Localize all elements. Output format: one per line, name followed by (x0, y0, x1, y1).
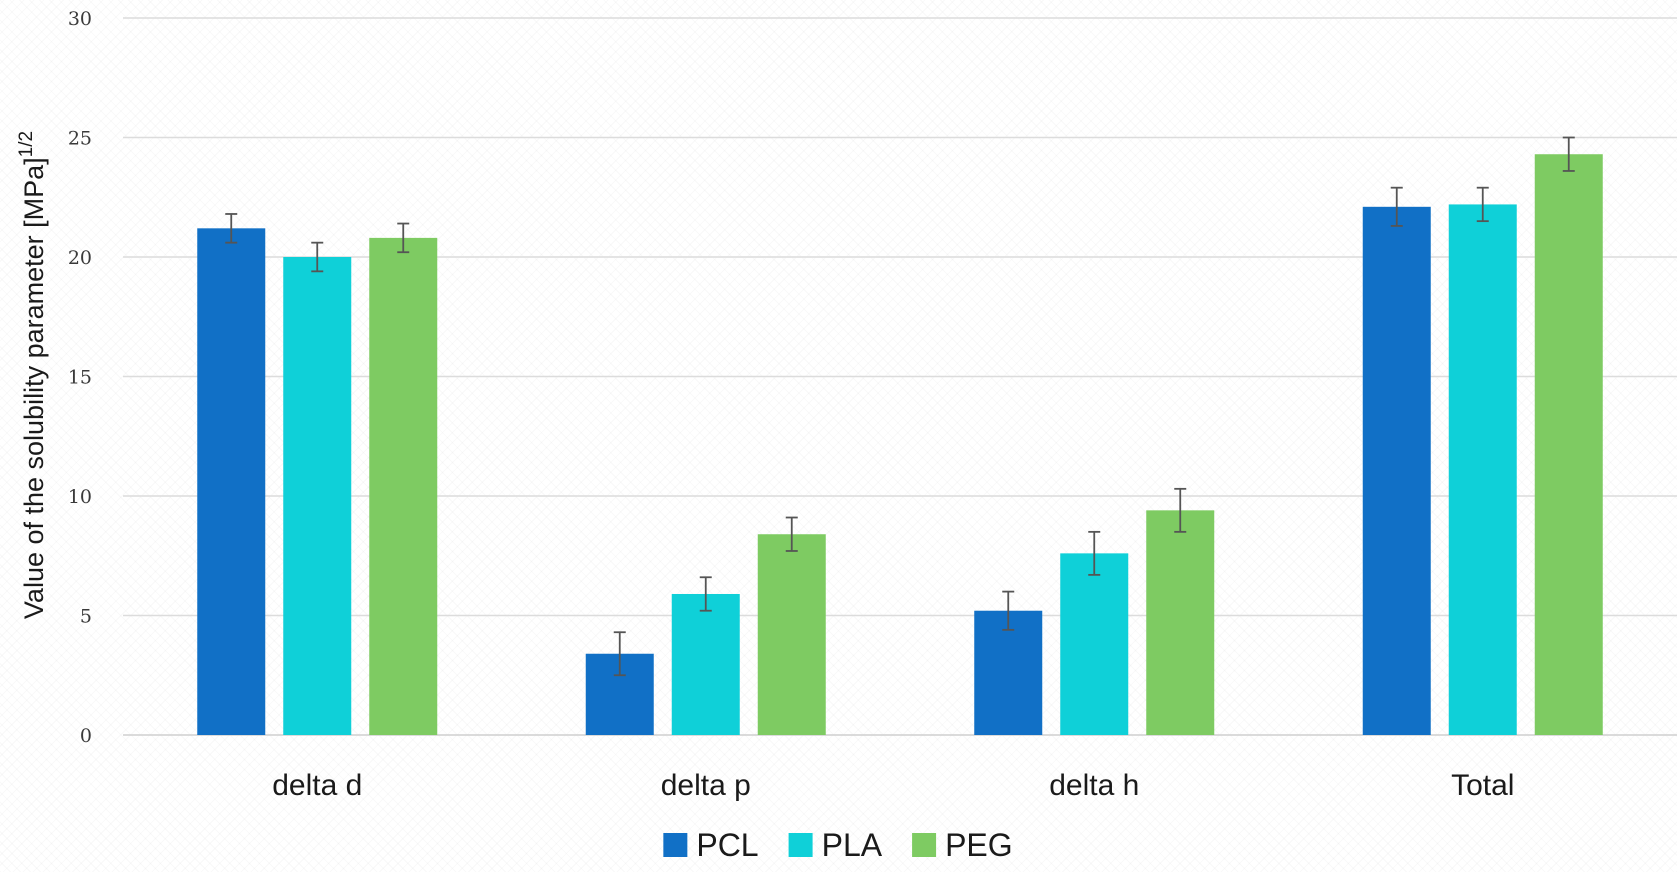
error-bars (225, 136, 1575, 677)
y-tick-label: 5 (80, 606, 92, 628)
legend-item-pla: PLA (788, 827, 883, 863)
legend-label: PCL (696, 827, 758, 863)
bar-pcl-total (1362, 206, 1431, 735)
y-tick-label: 10 (68, 486, 92, 508)
y-tick-label: 15 (68, 367, 92, 389)
error-bar (311, 241, 324, 273)
legend-swatch (663, 833, 688, 857)
y-axis-label: Value of the solubility parameter [MPa]1… (16, 131, 49, 619)
x-tick-label: Total (1451, 769, 1514, 802)
error-bar (1174, 487, 1187, 533)
bar-pla-total (1448, 204, 1517, 736)
bar-pla-delta-h (1060, 553, 1129, 735)
error-bar (1088, 530, 1101, 576)
error-bar (785, 516, 798, 552)
legend-swatch (912, 833, 937, 857)
error-bar (397, 222, 410, 254)
error-bar (1562, 136, 1575, 172)
legend-label: PLA (822, 827, 883, 863)
error-bar (1476, 186, 1489, 223)
bar-pla-delta-d (283, 257, 352, 735)
y-axis-label-text: Value of the solubility parameter [MPa] (19, 157, 49, 619)
bar-pcl-delta-d (197, 228, 266, 735)
x-axis-ticks: delta d delta p delta h Total (272, 769, 1514, 802)
bar-peg-delta-p (757, 534, 826, 735)
legend-item-pcl: PCL (663, 827, 759, 863)
bar-peg-delta-d (369, 237, 438, 735)
error-bar (1390, 186, 1403, 227)
error-bar (699, 576, 712, 612)
y-axis-label-superscript: 1/2 (16, 131, 37, 157)
y-axis-ticks: 0 5 10 15 20 25 30 (68, 8, 92, 747)
legend-label: PEG (945, 827, 1013, 863)
error-bar (1002, 590, 1015, 631)
x-tick-label: delta p (661, 769, 751, 802)
x-tick-label: delta h (1049, 769, 1139, 802)
bar-pcl-delta-h (974, 610, 1043, 735)
legend-swatch (788, 833, 813, 857)
y-tick-label: 0 (80, 725, 92, 747)
error-bar (613, 631, 626, 677)
y-tick-label: 30 (68, 8, 92, 30)
bar-peg-total (1534, 154, 1603, 736)
legend: PCL PLA PEG (663, 827, 1013, 863)
gridlines (123, 17, 1677, 617)
bars (197, 154, 1603, 736)
bar-peg-delta-h (1146, 510, 1215, 735)
legend-item-peg: PEG (912, 827, 1013, 863)
bar-pla-delta-p (671, 593, 740, 735)
x-tick-label: delta d (272, 769, 362, 802)
y-tick-label: 20 (68, 247, 92, 269)
y-tick-label: 25 (68, 128, 92, 150)
error-bar (225, 213, 238, 244)
